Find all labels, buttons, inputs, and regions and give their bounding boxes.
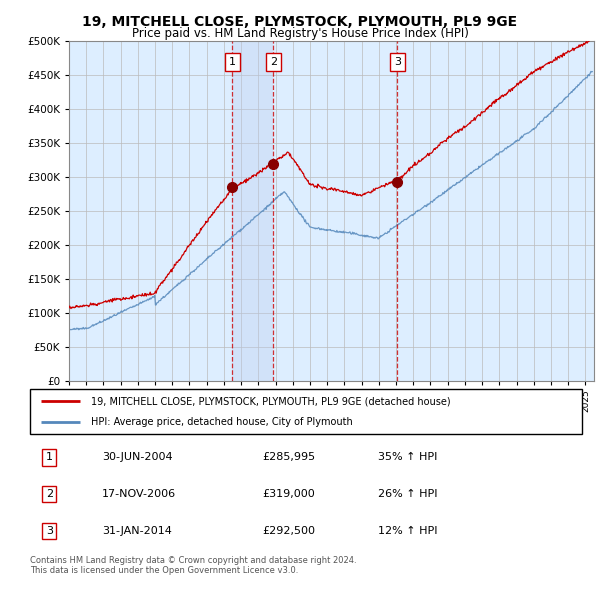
- Text: 19, MITCHELL CLOSE, PLYMSTOCK, PLYMOUTH, PL9 9GE: 19, MITCHELL CLOSE, PLYMSTOCK, PLYMOUTH,…: [82, 15, 518, 29]
- Text: 30-JUN-2004: 30-JUN-2004: [102, 453, 172, 463]
- Text: 3: 3: [394, 57, 401, 67]
- Text: 1: 1: [46, 453, 53, 463]
- Text: 2: 2: [46, 489, 53, 499]
- Text: 19, MITCHELL CLOSE, PLYMSTOCK, PLYMOUTH, PL9 9GE (detached house): 19, MITCHELL CLOSE, PLYMSTOCK, PLYMOUTH,…: [91, 396, 451, 407]
- Text: £285,995: £285,995: [262, 453, 315, 463]
- Text: £292,500: £292,500: [262, 526, 315, 536]
- Text: 26% ↑ HPI: 26% ↑ HPI: [378, 489, 437, 499]
- Text: 12% ↑ HPI: 12% ↑ HPI: [378, 526, 437, 536]
- Text: 2: 2: [270, 57, 277, 67]
- Text: 17-NOV-2006: 17-NOV-2006: [102, 489, 176, 499]
- Text: 35% ↑ HPI: 35% ↑ HPI: [378, 453, 437, 463]
- Text: Contains HM Land Registry data © Crown copyright and database right 2024.: Contains HM Land Registry data © Crown c…: [30, 556, 356, 565]
- Text: 1: 1: [229, 57, 236, 67]
- Text: 31-JAN-2014: 31-JAN-2014: [102, 526, 172, 536]
- FancyBboxPatch shape: [30, 389, 582, 434]
- Text: Price paid vs. HM Land Registry's House Price Index (HPI): Price paid vs. HM Land Registry's House …: [131, 27, 469, 40]
- Text: £319,000: £319,000: [262, 489, 314, 499]
- Bar: [232, 41, 274, 381]
- Text: 3: 3: [46, 526, 53, 536]
- Text: HPI: Average price, detached house, City of Plymouth: HPI: Average price, detached house, City…: [91, 417, 352, 427]
- Text: This data is licensed under the Open Government Licence v3.0.: This data is licensed under the Open Gov…: [30, 566, 298, 575]
